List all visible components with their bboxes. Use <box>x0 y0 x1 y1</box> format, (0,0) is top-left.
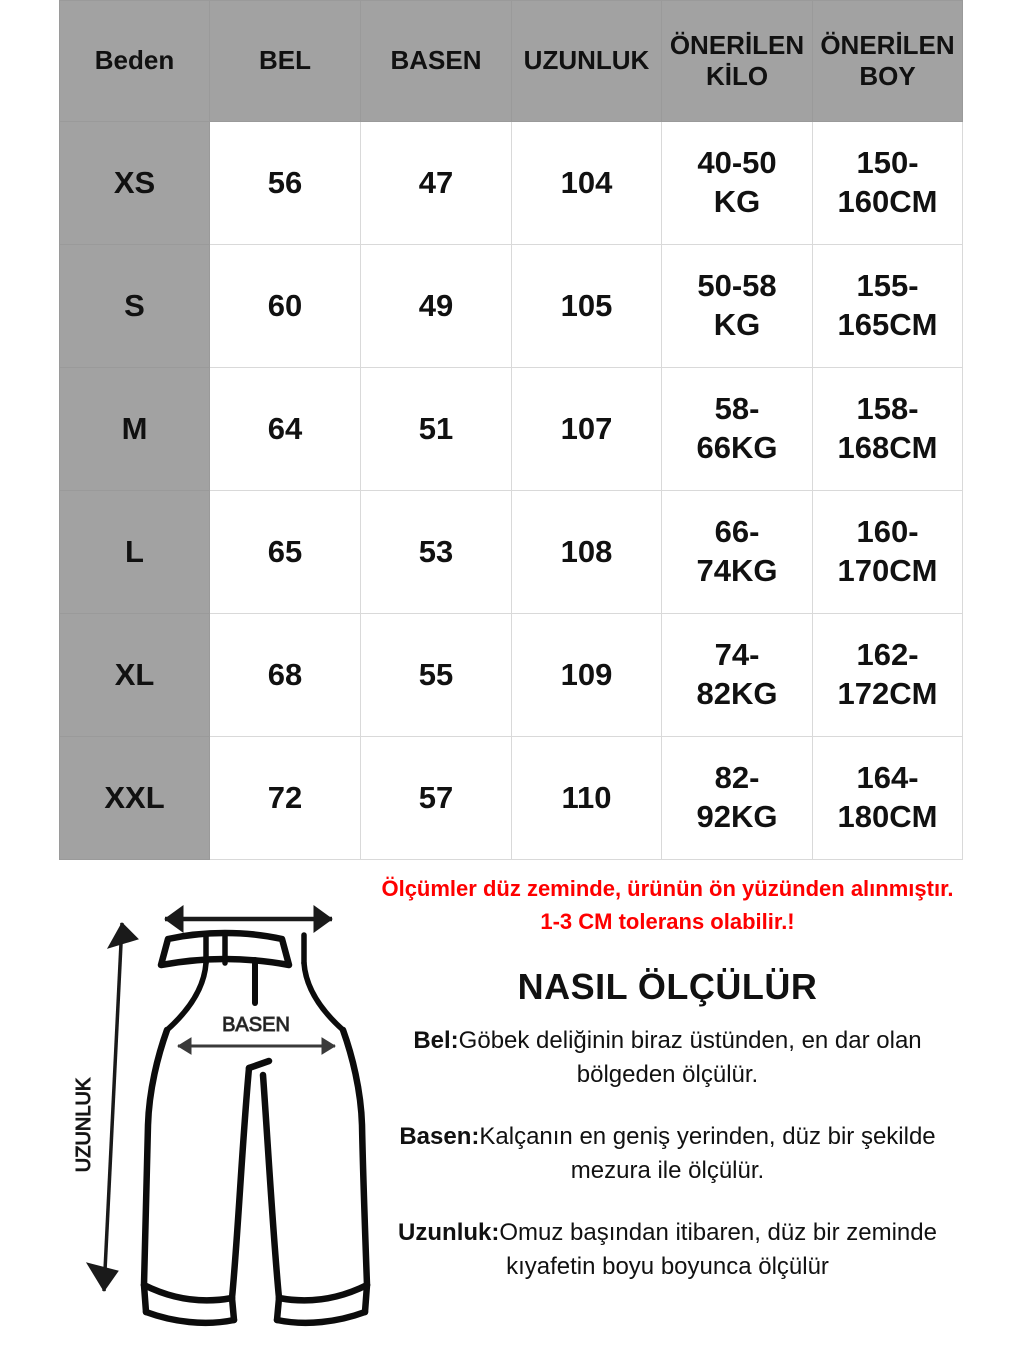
svg-text:UZUNLUK: UZUNLUK <box>73 1077 95 1172</box>
svg-text:BASEN: BASEN <box>222 1014 290 1036</box>
